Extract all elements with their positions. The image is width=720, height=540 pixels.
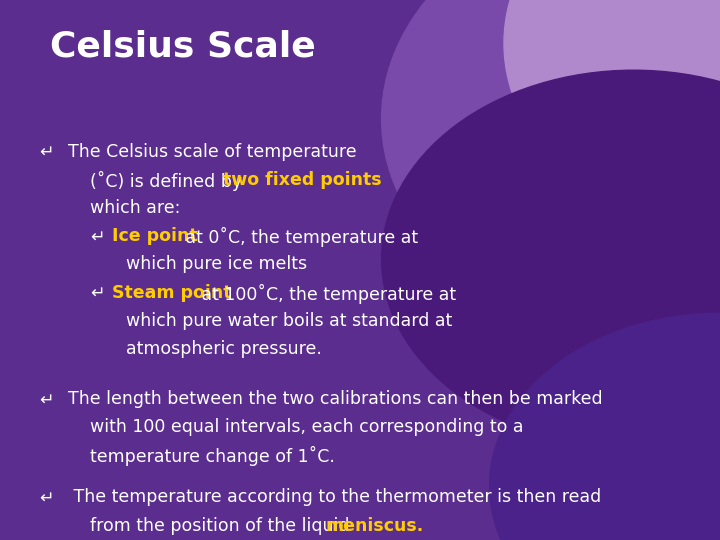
Text: which pure ice melts: which pure ice melts [126, 255, 307, 273]
Text: (˚C) is defined by: (˚C) is defined by [68, 171, 248, 191]
Text: Ice point: Ice point [112, 227, 197, 245]
Text: which are:: which are: [68, 199, 181, 217]
Text: Celsius Scale: Celsius Scale [50, 30, 316, 64]
Circle shape [504, 0, 720, 248]
Text: ↵: ↵ [40, 143, 54, 161]
Text: ↵: ↵ [40, 390, 54, 408]
Text: atmospheric pressure.: atmospheric pressure. [126, 340, 322, 357]
Text: The Celsius scale of temperature: The Celsius scale of temperature [68, 143, 357, 161]
Text: two fixed points: two fixed points [223, 171, 382, 189]
Text: meniscus.: meniscus. [325, 517, 423, 535]
Text: at 100˚C, the temperature at: at 100˚C, the temperature at [196, 284, 456, 303]
Circle shape [490, 313, 720, 540]
Circle shape [382, 70, 720, 448]
Circle shape [382, 0, 720, 346]
Text: The temperature according to the thermometer is then read: The temperature according to the thermom… [68, 489, 602, 507]
Text: ↵: ↵ [90, 284, 104, 301]
Text: which pure water boils at standard at: which pure water boils at standard at [126, 312, 452, 329]
Text: at 0˚C, the temperature at: at 0˚C, the temperature at [180, 227, 418, 247]
Text: ↵: ↵ [90, 227, 104, 245]
Text: The length between the two calibrations can then be marked: The length between the two calibrations … [68, 390, 603, 408]
Text: ↵: ↵ [40, 489, 54, 507]
Text: with 100 equal intervals, each corresponding to a: with 100 equal intervals, each correspon… [90, 418, 523, 436]
Text: from the position of the liquid: from the position of the liquid [90, 517, 355, 535]
Text: temperature change of 1˚C.: temperature change of 1˚C. [90, 447, 335, 467]
Text: Steam point: Steam point [112, 284, 231, 301]
